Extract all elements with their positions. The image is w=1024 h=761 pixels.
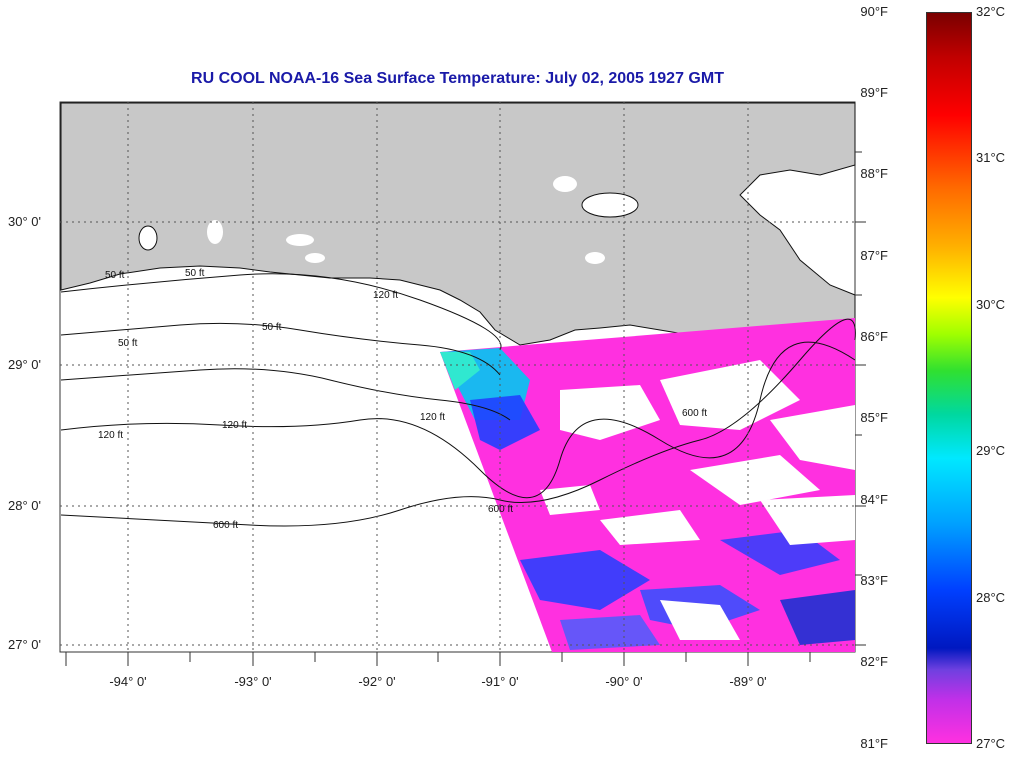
isobath-label: 120 ft (373, 290, 398, 301)
fahrenheit-label: 87°F (860, 248, 888, 263)
isobath-label: 600 ft (682, 408, 707, 419)
lon-label: -91° 0' (481, 674, 519, 689)
lake (305, 253, 325, 263)
lake (138, 225, 158, 251)
celsius-label: 32°C (976, 4, 1006, 19)
map-title: RU COOL NOAA-16 Sea Surface Temperature:… (191, 70, 724, 87)
lake (207, 220, 223, 244)
lat-label: 28° 0' (8, 498, 41, 513)
celsius-label: 30°C (976, 297, 1006, 312)
lake (553, 176, 577, 192)
fahrenheit-label: 81°F (860, 736, 888, 751)
fahrenheit-label: 89°F (860, 85, 888, 100)
land-mass (60, 102, 856, 361)
celsius-label: 28°C (976, 590, 1006, 605)
lon-label: -93° 0' (234, 674, 272, 689)
lake (581, 192, 639, 218)
isobath-label: 50 ft (105, 270, 125, 281)
fahrenheit-label: 86°F (860, 329, 888, 344)
fahrenheit-label: 88°F (860, 166, 888, 181)
isobath-label: 600 ft (488, 504, 513, 515)
isobath-label: 120 ft (98, 430, 123, 441)
isobath-label: 50 ft (262, 322, 282, 333)
lat-label: 29° 0' (8, 357, 41, 372)
lake (286, 234, 314, 246)
fahrenheit-label: 90°F (860, 4, 888, 19)
graticule (60, 102, 855, 652)
celsius-label: 27°C (976, 736, 1006, 751)
lon-label: -94° 0' (109, 674, 147, 689)
isobath-label: 600 ft (213, 520, 238, 531)
lon-label: -89° 0' (729, 674, 767, 689)
fahrenheit-label: 83°F (860, 573, 888, 588)
lon-label: -90° 0' (605, 674, 643, 689)
isobath-label-group: 50 ft 50 ft 50 ft 50 ft 120 ft 120 ft 12… (98, 268, 707, 531)
isobath-label: 120 ft (222, 420, 247, 431)
lat-label: 27° 0' (8, 637, 41, 652)
celsius-label: 31°C (976, 150, 1006, 165)
axis-ticks (65, 151, 866, 666)
lon-label: -92° 0' (358, 674, 396, 689)
isobath-contours (60, 273, 856, 527)
fahrenheit-label: 82°F (860, 654, 888, 669)
isobath-label: 120 ft (420, 412, 445, 423)
lat-label: 30° 0' (8, 214, 41, 229)
celsius-label: 29°C (976, 443, 1006, 458)
fahrenheit-label: 85°F (860, 410, 888, 425)
lake (585, 252, 605, 264)
isobath-label: 50 ft (185, 268, 205, 279)
temperature-colorbar (926, 12, 972, 744)
isobath-label: 50 ft (118, 338, 138, 349)
fahrenheit-label: 84°F (860, 492, 888, 507)
